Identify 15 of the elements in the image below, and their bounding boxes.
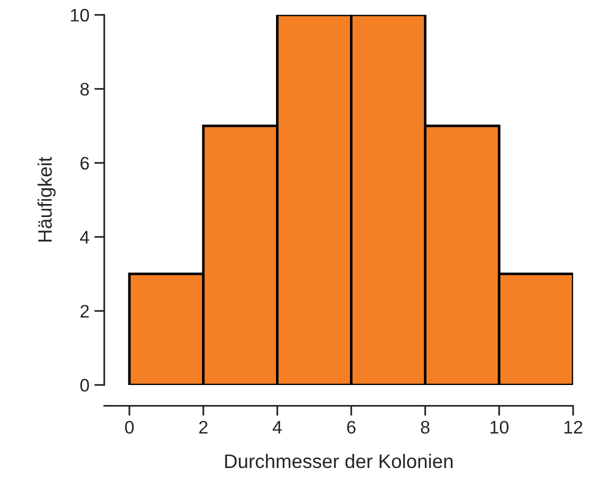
x-tick-label: 12 xyxy=(564,420,582,434)
x-tick-label: 0 xyxy=(125,420,134,434)
x-tick-label: 2 xyxy=(199,420,208,434)
x-tick-label: 6 xyxy=(347,420,356,434)
y-tick-label: 8 xyxy=(80,82,89,96)
x-tick-label: 4 xyxy=(272,421,282,434)
y-tick-label: 4 xyxy=(80,231,90,244)
x-axis-title: Durchmesser der Kolonien xyxy=(225,454,453,468)
x-tick-label: 10 xyxy=(490,420,508,434)
x-tick-label: 8 xyxy=(420,420,430,434)
y-axis-title: Häufigkeit xyxy=(38,156,56,242)
y-tick-label: 10 xyxy=(70,8,89,22)
y-tick-label: 6 xyxy=(80,156,89,170)
y-tick-label: 0 xyxy=(80,378,89,392)
y-tick-label: 2 xyxy=(80,304,89,318)
